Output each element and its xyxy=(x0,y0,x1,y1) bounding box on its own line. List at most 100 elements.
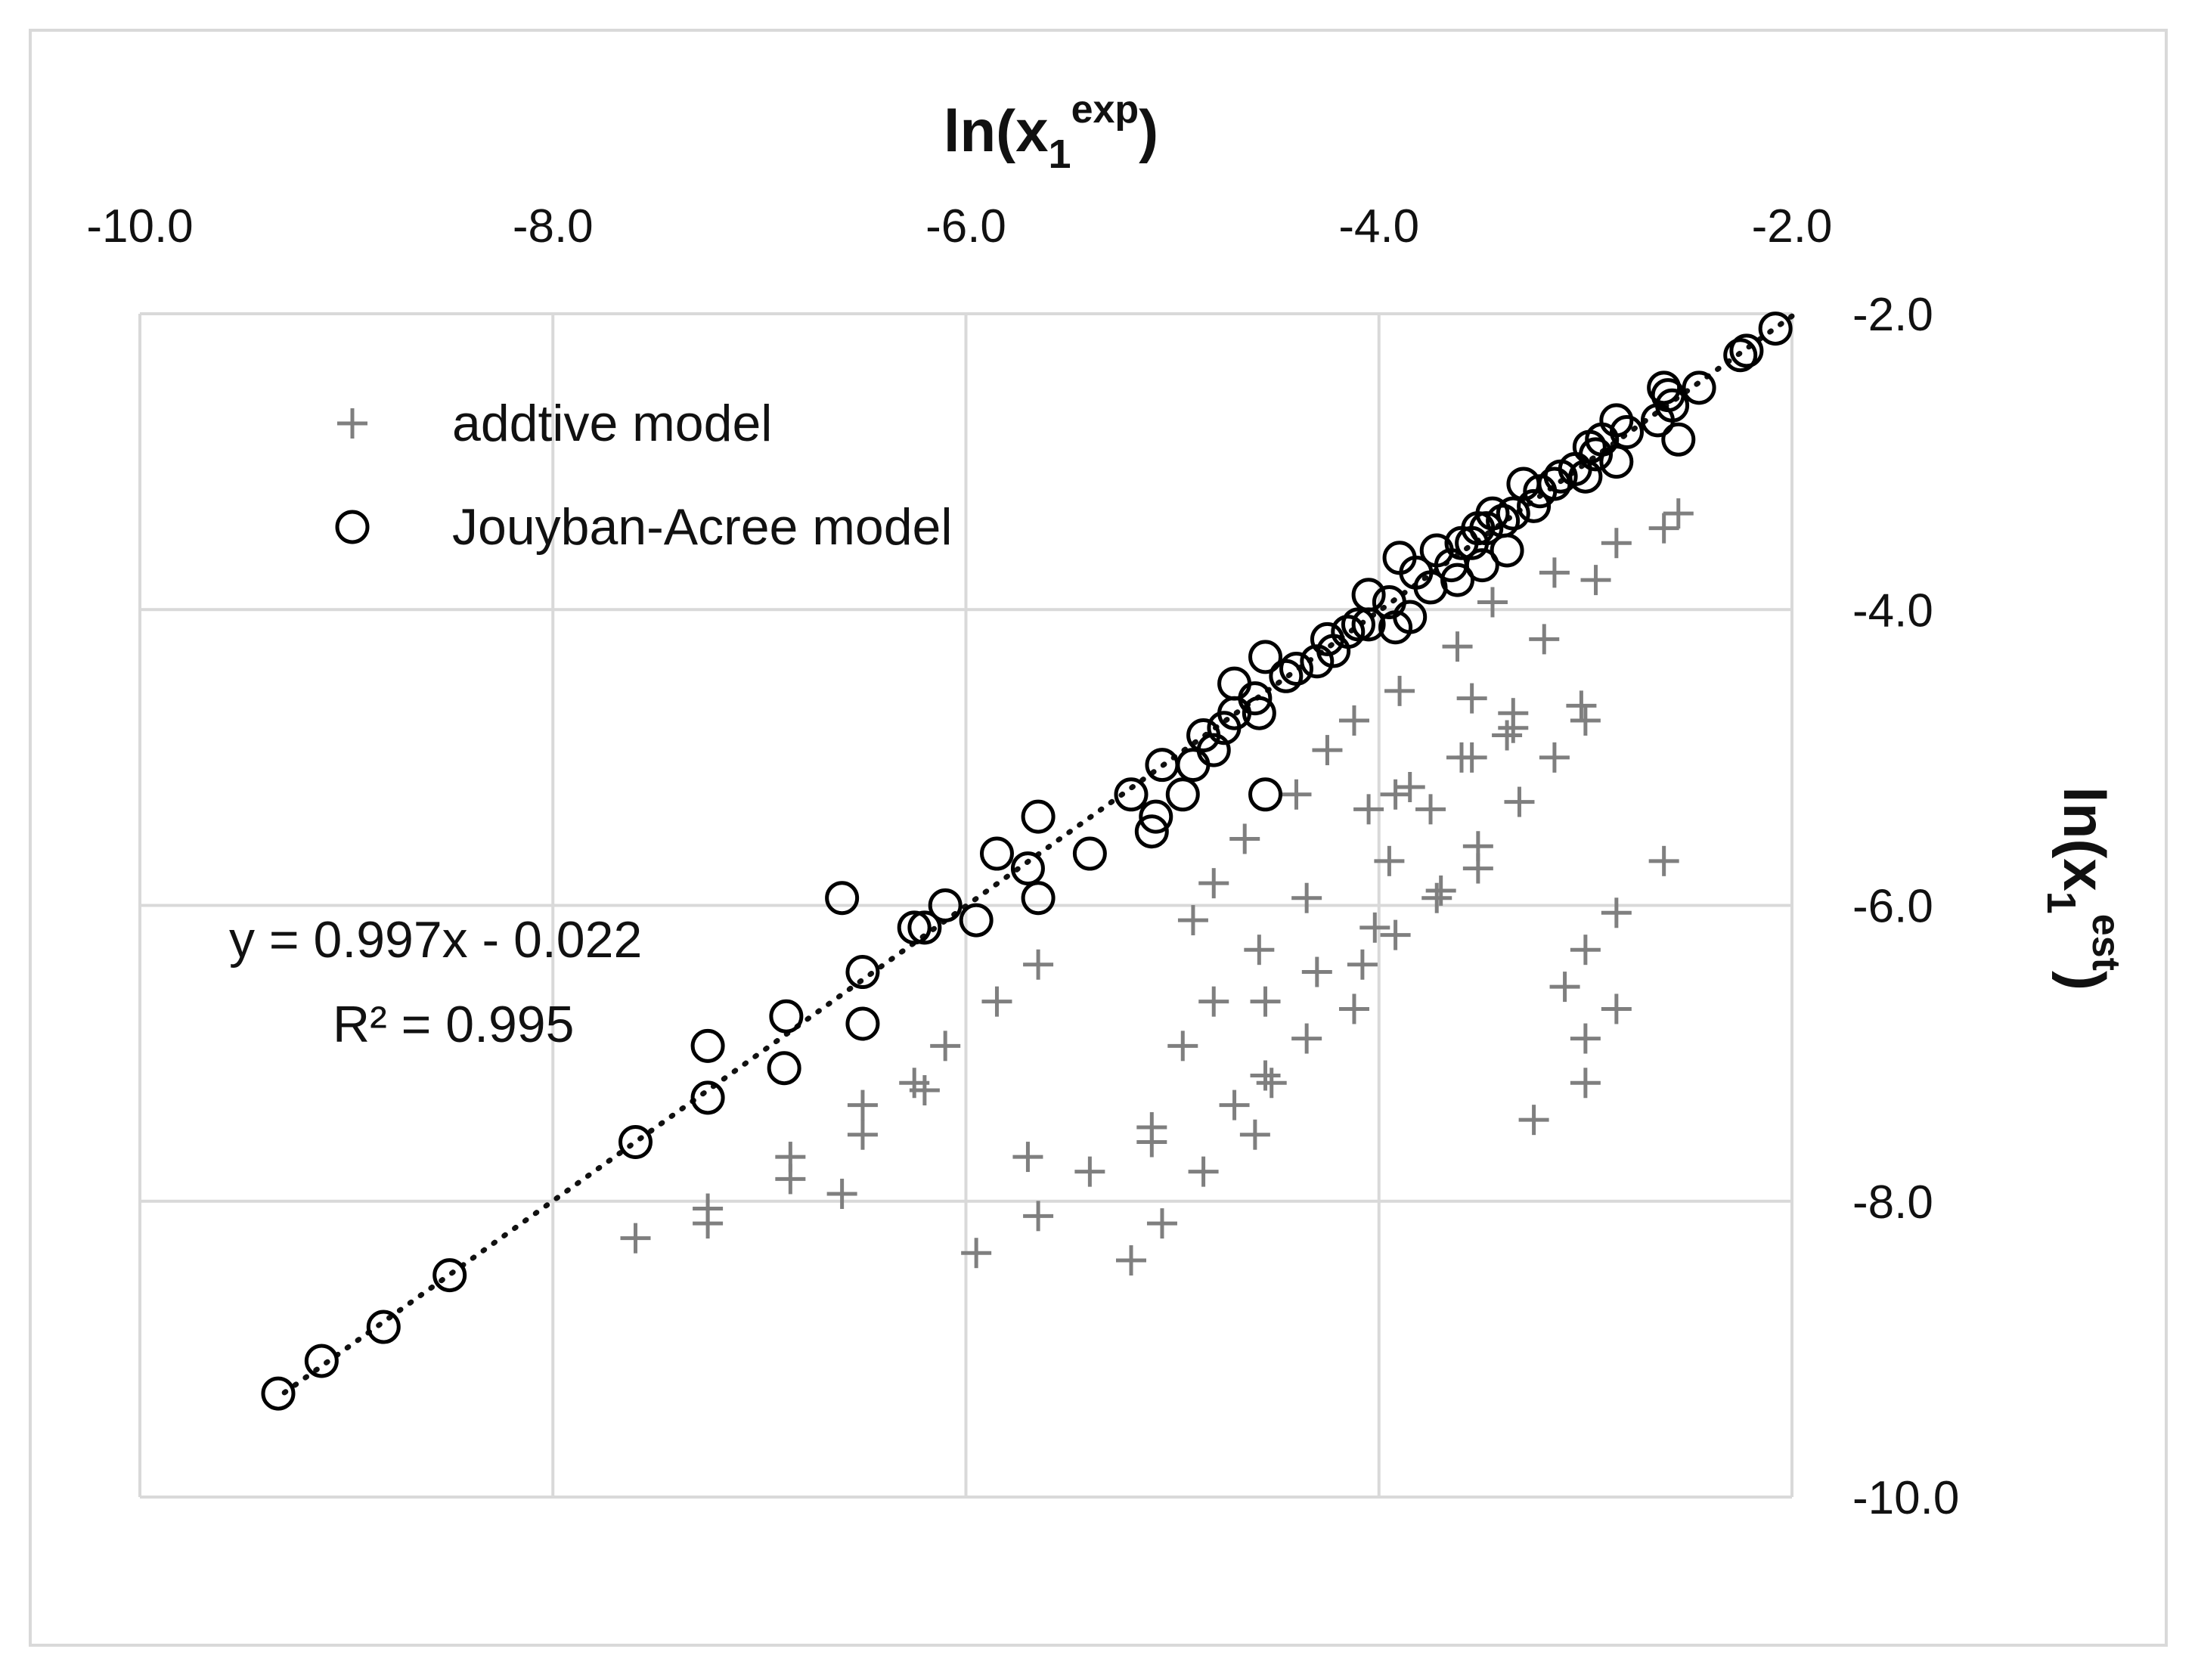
additive-point xyxy=(1074,1156,1105,1187)
jouyban-point xyxy=(1010,851,1045,886)
additive-point xyxy=(981,986,1012,1017)
additive-point xyxy=(1421,882,1452,913)
additive-point xyxy=(1539,742,1570,773)
jouyban-point xyxy=(845,955,880,990)
x-axis-title: ln(x1exp) xyxy=(944,88,1158,177)
jouyban-point xyxy=(1465,548,1499,583)
additive-point xyxy=(1456,742,1487,773)
r-squared-label: R² = 0.995 xyxy=(333,996,574,1053)
additive-point xyxy=(1338,993,1369,1024)
jouyban-point xyxy=(1165,777,1200,812)
legend-label-jouyban: Jouyban-Acree model xyxy=(452,498,952,556)
jouyban-point xyxy=(304,1344,339,1378)
additive-point xyxy=(1601,528,1632,559)
additive-point xyxy=(1374,845,1405,876)
jouyban-point xyxy=(1021,881,1056,916)
additive-point xyxy=(1177,905,1208,936)
additive-point xyxy=(1380,919,1411,950)
y-tick-label: -4.0 xyxy=(1852,584,1933,637)
additive-point xyxy=(826,1178,857,1209)
jouyban-point xyxy=(769,999,804,1034)
jouyban-point xyxy=(1661,422,1696,457)
x-tick-label: -8.0 xyxy=(513,200,594,253)
additive-point xyxy=(1012,1142,1043,1173)
jouyban-point xyxy=(1351,578,1386,612)
additive-point xyxy=(1250,1060,1281,1091)
jouyban-point xyxy=(1341,607,1375,642)
additive-point xyxy=(693,1193,724,1224)
additive-point xyxy=(1570,935,1601,966)
jouyban-point xyxy=(432,1258,467,1293)
jouyban-point xyxy=(366,1310,401,1344)
x-tick-label: -10.0 xyxy=(86,200,193,253)
jouyban-point xyxy=(1300,644,1335,679)
additive-point xyxy=(1648,845,1679,876)
additive-point xyxy=(775,1142,806,1173)
jouyban-point xyxy=(1517,488,1552,523)
additive-point xyxy=(1539,557,1570,588)
legend-plus-marker xyxy=(337,408,367,439)
jouyban-point xyxy=(1196,733,1231,767)
axis-ticks: -10.0 -8.0 -6.0 -4.0 -2.0 -2.0 -4.0 -6.0 -8.0 -10… xyxy=(86,200,1959,1524)
additive-point xyxy=(1301,956,1332,987)
additive-point xyxy=(1146,1208,1177,1239)
additive-point xyxy=(1580,565,1611,596)
trendline-equation: y = 0.997x - 0.022 xyxy=(229,911,642,969)
jouyban-point xyxy=(1496,496,1530,531)
jouyban-point xyxy=(1139,799,1173,834)
x-tick-label: -4.0 xyxy=(1338,200,1419,253)
additive-point xyxy=(1492,720,1523,751)
jouyban-point xyxy=(1248,640,1283,674)
additive-point xyxy=(1291,1023,1322,1054)
jouyban-point xyxy=(1647,370,1682,405)
additive-point xyxy=(1281,779,1312,810)
jouyban-point xyxy=(1279,652,1313,686)
jouyban-point xyxy=(1682,370,1716,405)
jouyban-point xyxy=(1729,333,1764,368)
jouyban-point xyxy=(1242,696,1276,730)
additive-point xyxy=(1338,705,1369,736)
additive-point xyxy=(1136,1127,1167,1158)
jouyban-point xyxy=(897,910,932,945)
legend-circle-marker xyxy=(335,510,370,544)
additive-point xyxy=(1549,972,1580,1003)
additive-point xyxy=(909,1075,940,1106)
jouyban-point xyxy=(1599,445,1634,479)
jouyban-point xyxy=(690,1080,725,1115)
jouyban-point xyxy=(825,881,860,916)
jouyban-point xyxy=(1440,563,1475,597)
additive-point xyxy=(1229,823,1260,854)
additive-point xyxy=(1250,986,1281,1017)
additive-point xyxy=(1425,875,1456,906)
additive-point xyxy=(1347,949,1378,980)
additive-point xyxy=(1116,1245,1146,1275)
x-tick-label: -2.0 xyxy=(1752,200,1833,253)
jouyban-point xyxy=(1469,511,1504,546)
additive-point xyxy=(1601,897,1632,928)
grid xyxy=(138,312,1793,1499)
jouyban-point xyxy=(1475,496,1510,531)
additive-point xyxy=(1663,498,1694,529)
additive-point xyxy=(1380,779,1411,810)
additive-point xyxy=(1566,690,1597,721)
additive-point xyxy=(1529,624,1560,655)
additive-point xyxy=(1244,935,1275,966)
jouyban-point xyxy=(1393,600,1428,634)
trendline xyxy=(281,313,1795,1396)
additive-point xyxy=(1312,735,1343,766)
additive-point xyxy=(1394,772,1425,802)
x-tick-label: -6.0 xyxy=(925,200,1006,253)
jouyban-point xyxy=(618,1125,653,1159)
additive-point xyxy=(1219,1090,1250,1121)
y-tick-label: -8.0 xyxy=(1852,1176,1933,1229)
additive-point xyxy=(1167,1031,1198,1062)
legend: addtive model Jouyban-Acree model xyxy=(335,395,952,556)
additive-point xyxy=(1477,587,1508,618)
jouyban-point xyxy=(1072,836,1107,871)
additive-point xyxy=(1442,631,1473,662)
additive-point xyxy=(1570,1068,1601,1099)
y-tick-label: -6.0 xyxy=(1852,881,1933,933)
y-axis-title: ln(x1est) xyxy=(2038,786,2128,990)
additive-point xyxy=(1291,882,1322,913)
additive-point xyxy=(1256,1068,1287,1099)
